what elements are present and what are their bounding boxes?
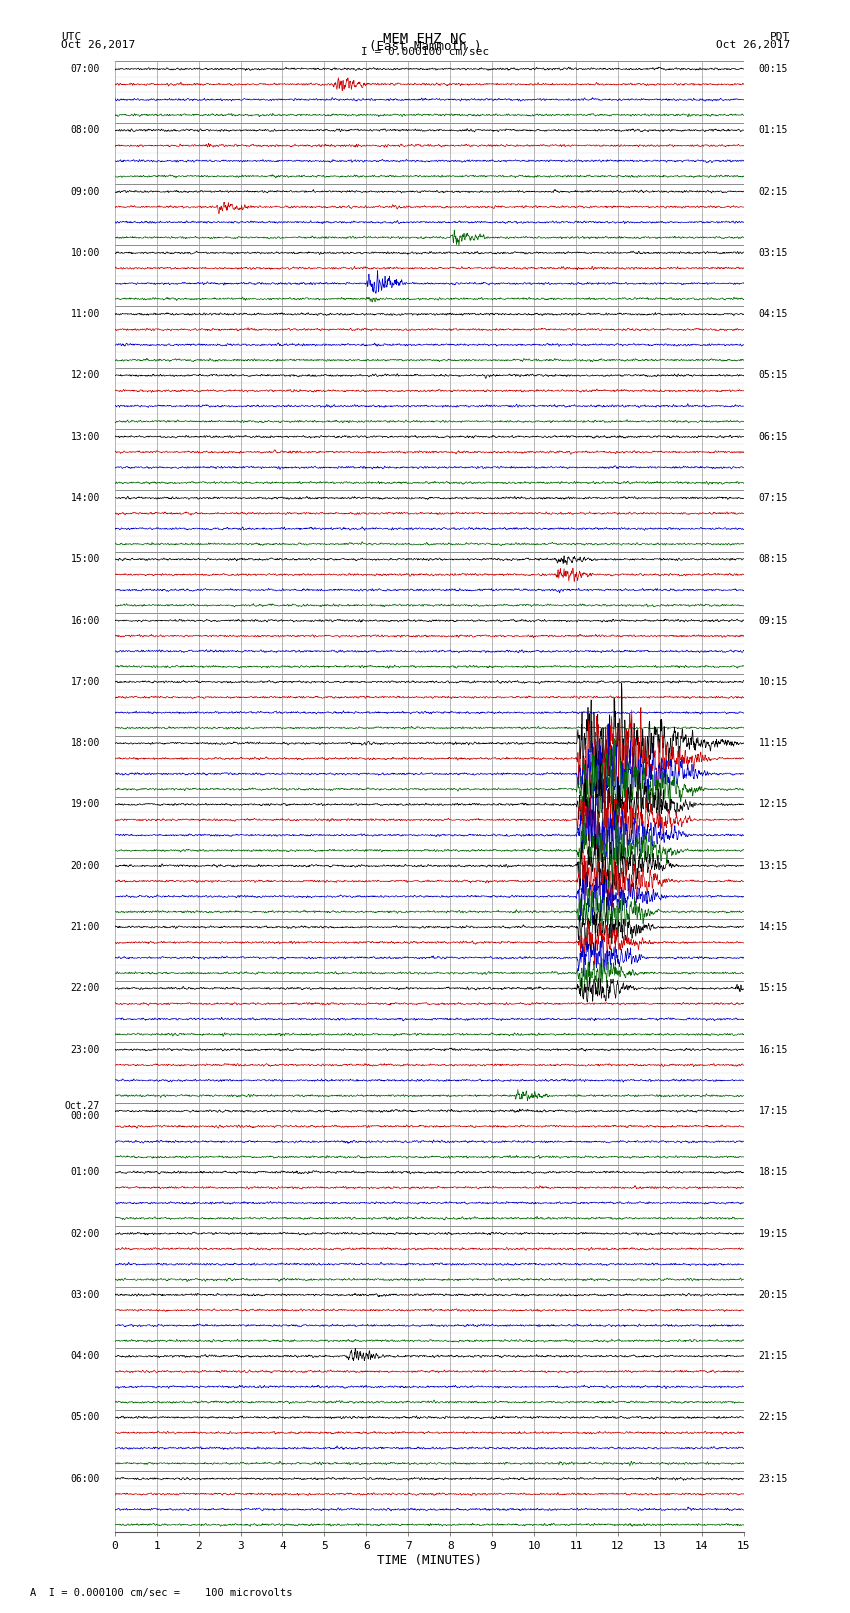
Text: 11:00: 11:00 [71, 310, 100, 319]
Text: 23:00: 23:00 [71, 1045, 100, 1055]
Text: 22:00: 22:00 [71, 984, 100, 994]
Text: UTC: UTC [61, 32, 82, 42]
Text: 05:00: 05:00 [71, 1413, 100, 1423]
Text: 20:00: 20:00 [71, 861, 100, 871]
Text: 12:15: 12:15 [758, 800, 788, 810]
X-axis label: TIME (MINUTES): TIME (MINUTES) [377, 1555, 482, 1568]
Text: 19:15: 19:15 [758, 1229, 788, 1239]
Text: 04:15: 04:15 [758, 310, 788, 319]
Text: 22:15: 22:15 [758, 1413, 788, 1423]
Text: 19:00: 19:00 [71, 800, 100, 810]
Text: 11:15: 11:15 [758, 739, 788, 748]
Text: 21:00: 21:00 [71, 923, 100, 932]
Text: 06:15: 06:15 [758, 432, 788, 442]
Text: 02:00: 02:00 [71, 1229, 100, 1239]
Text: 17:15: 17:15 [758, 1107, 788, 1116]
Text: PDT: PDT [770, 32, 790, 42]
Text: 06:00: 06:00 [71, 1474, 100, 1484]
Text: 17:00: 17:00 [71, 677, 100, 687]
Text: (East Mammoth ): (East Mammoth ) [369, 39, 481, 53]
Text: MEM EHZ NC: MEM EHZ NC [383, 32, 467, 47]
Text: 20:15: 20:15 [758, 1290, 788, 1300]
Text: A  I = 0.000100 cm/sec =    100 microvolts: A I = 0.000100 cm/sec = 100 microvolts [30, 1589, 292, 1598]
Text: 08:00: 08:00 [71, 126, 100, 135]
Text: 07:00: 07:00 [71, 65, 100, 74]
Text: 04:00: 04:00 [71, 1352, 100, 1361]
Text: Oct 26,2017: Oct 26,2017 [61, 39, 135, 50]
Text: 12:00: 12:00 [71, 371, 100, 381]
Text: 15:00: 15:00 [71, 555, 100, 565]
Text: 01:15: 01:15 [758, 126, 788, 135]
Text: 08:15: 08:15 [758, 555, 788, 565]
Text: 01:00: 01:00 [71, 1168, 100, 1177]
Text: 15:15: 15:15 [758, 984, 788, 994]
Text: 18:00: 18:00 [71, 739, 100, 748]
Text: 14:00: 14:00 [71, 494, 100, 503]
Text: 16:00: 16:00 [71, 616, 100, 626]
Text: 10:00: 10:00 [71, 248, 100, 258]
Text: 09:15: 09:15 [758, 616, 788, 626]
Text: I = 0.000100 cm/sec: I = 0.000100 cm/sec [361, 47, 489, 56]
Text: 16:15: 16:15 [758, 1045, 788, 1055]
Text: 07:15: 07:15 [758, 494, 788, 503]
Text: 03:00: 03:00 [71, 1290, 100, 1300]
Text: 13:15: 13:15 [758, 861, 788, 871]
Text: 03:15: 03:15 [758, 248, 788, 258]
Text: 00:15: 00:15 [758, 65, 788, 74]
Text: 10:15: 10:15 [758, 677, 788, 687]
Text: 13:00: 13:00 [71, 432, 100, 442]
Text: Oct.27
00:00: Oct.27 00:00 [65, 1100, 100, 1121]
Text: 14:15: 14:15 [758, 923, 788, 932]
Text: 21:15: 21:15 [758, 1352, 788, 1361]
Text: 23:15: 23:15 [758, 1474, 788, 1484]
Text: 05:15: 05:15 [758, 371, 788, 381]
Text: 18:15: 18:15 [758, 1168, 788, 1177]
Text: 02:15: 02:15 [758, 187, 788, 197]
Text: Oct 26,2017: Oct 26,2017 [717, 39, 790, 50]
Text: 09:00: 09:00 [71, 187, 100, 197]
